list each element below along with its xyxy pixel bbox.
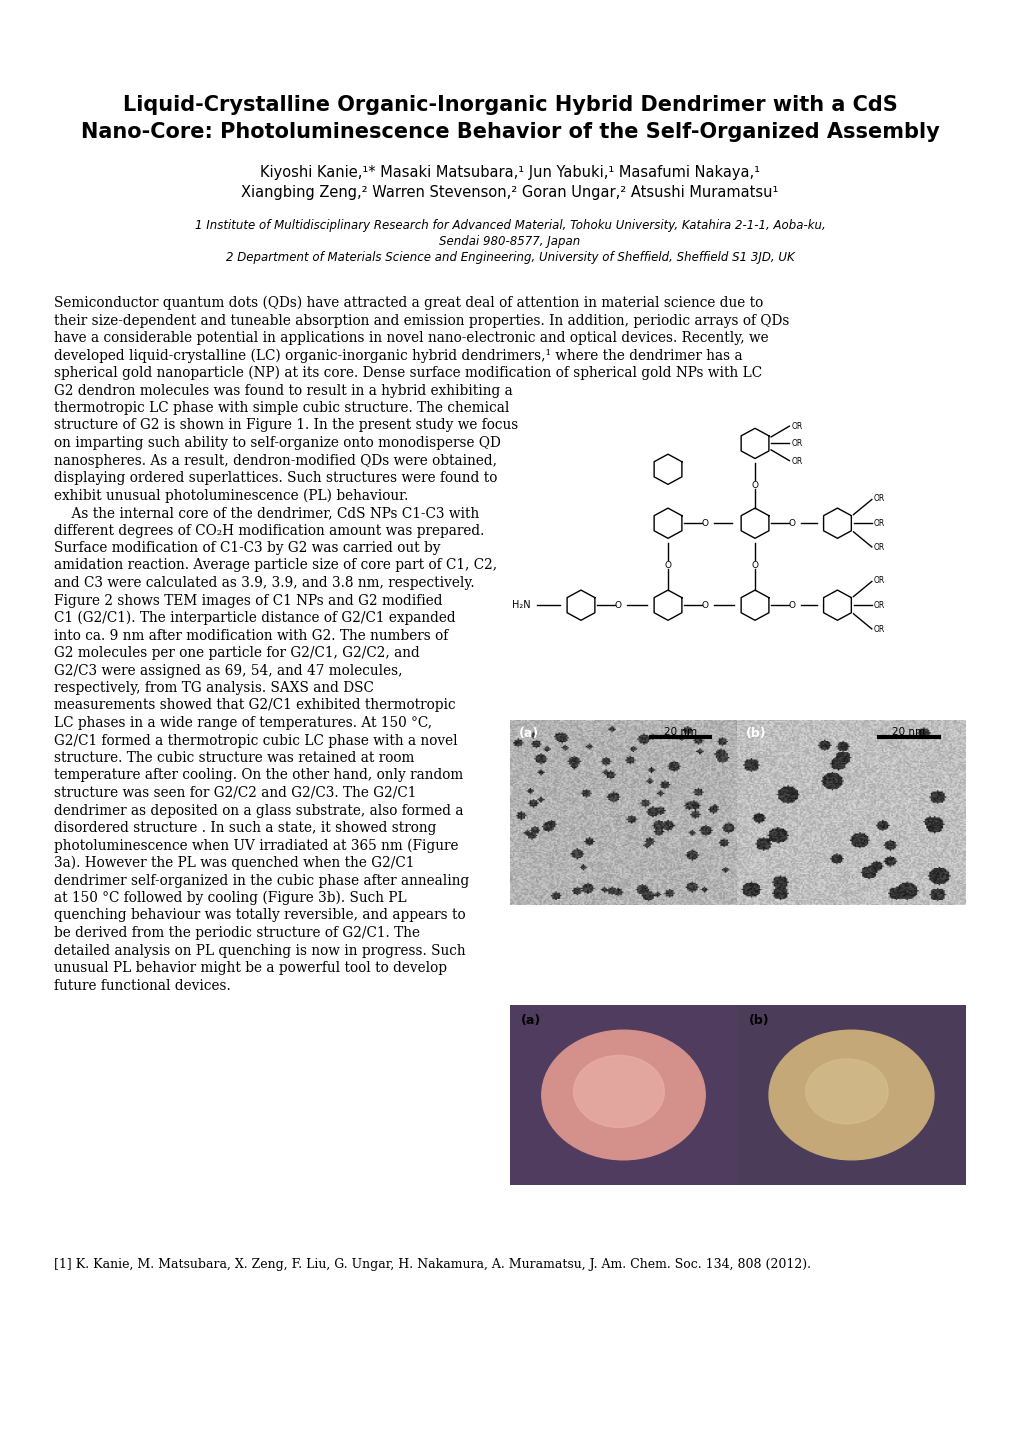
Text: 1 Institute of Multidisciplinary Research for Advanced Material, Tohoku Universi: 1 Institute of Multidisciplinary Researc… xyxy=(195,218,824,231)
Text: displaying ordered superlattices. Such structures were found to: displaying ordered superlattices. Such s… xyxy=(54,470,497,485)
Text: nanospheres. As a result, dendron-modified QDs were obtained,: nanospheres. As a result, dendron-modifi… xyxy=(54,453,496,468)
Text: (b): (b) xyxy=(746,727,766,740)
Text: different degrees of CO₂H modification amount was prepared.: different degrees of CO₂H modification a… xyxy=(54,524,484,537)
Text: spherical gold nanoparticle (NP) at its core. Dense surface modification of sphe: spherical gold nanoparticle (NP) at its … xyxy=(54,367,761,381)
Text: O: O xyxy=(663,560,671,570)
Text: temperature after cooling. On the other hand, only random: temperature after cooling. On the other … xyxy=(54,769,463,782)
Text: future functional devices.: future functional devices. xyxy=(54,978,230,993)
Text: Figure 2 shows TEM images of C1 NPs and G2 modified: Figure 2 shows TEM images of C1 NPs and … xyxy=(54,593,442,608)
Text: G2/C3 were assigned as 69, 54, and 47 molecules,: G2/C3 were assigned as 69, 54, and 47 mo… xyxy=(54,664,403,678)
Text: OR: OR xyxy=(873,576,884,584)
Text: thermotropic LC phase with simple cubic structure. The chemical: thermotropic LC phase with simple cubic … xyxy=(54,401,508,416)
Text: LC phases in a wide range of temperatures. At 150 °C,: LC phases in a wide range of temperature… xyxy=(54,716,432,730)
Text: be derived from the periodic structure of G2/C1. The: be derived from the periodic structure o… xyxy=(54,926,420,939)
Text: O: O xyxy=(613,600,621,610)
Text: into ca. 9 nm after modification with G2. The numbers of: into ca. 9 nm after modification with G2… xyxy=(54,629,447,642)
Text: O: O xyxy=(788,600,795,610)
Text: OR: OR xyxy=(873,494,884,504)
Text: quenching behaviour was totally reversible, and appears to: quenching behaviour was totally reversib… xyxy=(54,909,465,922)
Text: [1] K. Kanie, M. Matsubara, X. Zeng, F. Liu, G. Ungar, H. Nakamura, A. Muramatsu: [1] K. Kanie, M. Matsubara, X. Zeng, F. … xyxy=(54,1258,810,1271)
Text: (b): (b) xyxy=(748,1014,768,1027)
Text: Sendai 980-8577, Japan: Sendai 980-8577, Japan xyxy=(439,235,580,248)
Text: OR: OR xyxy=(873,625,884,635)
Text: Kiyoshi Kanie,¹* Masaki Matsubara,¹ Jun Yabuki,¹ Masafumi Nakaya,¹: Kiyoshi Kanie,¹* Masaki Matsubara,¹ Jun … xyxy=(260,165,759,179)
Text: and C3 were calculated as 3.9, 3.9, and 3.8 nm, respectively.: and C3 were calculated as 3.9, 3.9, and … xyxy=(54,576,474,590)
Text: 2 Department of Materials Science and Engineering, University of Sheffield, Shef: 2 Department of Materials Science and En… xyxy=(225,251,794,264)
Text: Liquid-Crystalline Organic-Inorganic Hybrid Dendrimer with a CdS: Liquid-Crystalline Organic-Inorganic Hyb… xyxy=(122,95,897,115)
Text: structure was seen for G2/C2 and G2/C3. The G2/C1: structure was seen for G2/C2 and G2/C3. … xyxy=(54,786,416,799)
Text: OR: OR xyxy=(791,421,802,430)
Text: at 150 °C followed by cooling (Figure 3b). Such PL: at 150 °C followed by cooling (Figure 3b… xyxy=(54,890,407,905)
Text: exhibit unusual photoluminescence (PL) behaviour.: exhibit unusual photoluminescence (PL) b… xyxy=(54,489,408,504)
Text: O: O xyxy=(700,518,707,528)
Text: 3a). However the PL was quenched when the G2/C1: 3a). However the PL was quenched when th… xyxy=(54,856,414,870)
Text: dendrimer self-organized in the cubic phase after annealing: dendrimer self-organized in the cubic ph… xyxy=(54,873,469,887)
Text: OR: OR xyxy=(791,457,802,466)
Text: Xiangbing Zeng,² Warren Stevenson,² Goran Ungar,² Atsushi Muramatsu¹: Xiangbing Zeng,² Warren Stevenson,² Gora… xyxy=(242,186,777,201)
Text: their size-dependent and tuneable absorption and emission properties. In additio: their size-dependent and tuneable absorp… xyxy=(54,313,789,328)
Text: G2/C1 formed a thermotropic cubic LC phase with a novel: G2/C1 formed a thermotropic cubic LC pha… xyxy=(54,733,458,747)
Text: detailed analysis on PL quenching is now in progress. Such: detailed analysis on PL quenching is now… xyxy=(54,944,465,958)
Text: on imparting such ability to self-organize onto monodisperse QD: on imparting such ability to self-organi… xyxy=(54,436,500,450)
Circle shape xyxy=(573,1055,663,1127)
Text: OR: OR xyxy=(873,600,884,610)
Text: have a considerable potential in applications in novel nano-electronic and optic: have a considerable potential in applica… xyxy=(54,330,768,345)
Text: OR: OR xyxy=(873,518,884,528)
Text: structure. The cubic structure was retained at room: structure. The cubic structure was retai… xyxy=(54,750,414,765)
Text: (a): (a) xyxy=(519,727,539,740)
Circle shape xyxy=(541,1030,704,1160)
Text: OR: OR xyxy=(873,544,884,553)
Circle shape xyxy=(768,1030,933,1160)
Text: disordered structure . In such a state, it showed strong: disordered structure . In such a state, … xyxy=(54,821,436,835)
Text: amidation reaction. Average particle size of core part of C1, C2,: amidation reaction. Average particle siz… xyxy=(54,558,496,573)
Text: H₂N: H₂N xyxy=(512,600,531,610)
Text: unusual PL behavior might be a powerful tool to develop: unusual PL behavior might be a powerful … xyxy=(54,961,446,975)
Text: Nano-Core: Photoluminescence Behavior of the Self-Organized Assembly: Nano-Core: Photoluminescence Behavior of… xyxy=(81,123,938,141)
Text: structure of G2 is shown in Figure 1. In the present study we focus: structure of G2 is shown in Figure 1. In… xyxy=(54,418,518,433)
Text: O: O xyxy=(700,600,707,610)
Text: measurements showed that G2/C1 exhibited thermotropic: measurements showed that G2/C1 exhibited… xyxy=(54,698,455,713)
Text: O: O xyxy=(788,518,795,528)
Text: developed liquid-crystalline (LC) organic-inorganic hybrid dendrimers,¹ where th: developed liquid-crystalline (LC) organi… xyxy=(54,349,742,362)
Circle shape xyxy=(805,1059,888,1124)
Text: C1 (G2/C1). The interparticle distance of G2/C1 expanded: C1 (G2/C1). The interparticle distance o… xyxy=(54,610,455,625)
Text: O: O xyxy=(751,481,758,491)
Text: G2 dendron molecules was found to result in a hybrid exhibiting a: G2 dendron molecules was found to result… xyxy=(54,384,513,397)
Text: dendrimer as deposited on a glass substrate, also formed a: dendrimer as deposited on a glass substr… xyxy=(54,804,463,818)
Text: As the internal core of the dendrimer, CdS NPs C1-C3 with: As the internal core of the dendrimer, C… xyxy=(54,506,479,519)
Text: 20 nm: 20 nm xyxy=(663,727,696,737)
Text: Surface modification of C1-C3 by G2 was carried out by: Surface modification of C1-C3 by G2 was … xyxy=(54,541,440,556)
Text: respectively, from TG analysis. SAXS and DSC: respectively, from TG analysis. SAXS and… xyxy=(54,681,374,696)
Text: 20 nm: 20 nm xyxy=(892,727,924,737)
Text: G2 molecules per one particle for G2/C1, G2/C2, and: G2 molecules per one particle for G2/C1,… xyxy=(54,646,420,659)
Text: OR: OR xyxy=(791,439,802,447)
Text: O: O xyxy=(751,560,758,570)
Text: photoluminescence when UV irradiated at 365 nm (Figure: photoluminescence when UV irradiated at … xyxy=(54,838,459,853)
Text: (a): (a) xyxy=(521,1014,541,1027)
Text: Semiconductor quantum dots (QDs) have attracted a great deal of attention in mat: Semiconductor quantum dots (QDs) have at… xyxy=(54,296,762,310)
